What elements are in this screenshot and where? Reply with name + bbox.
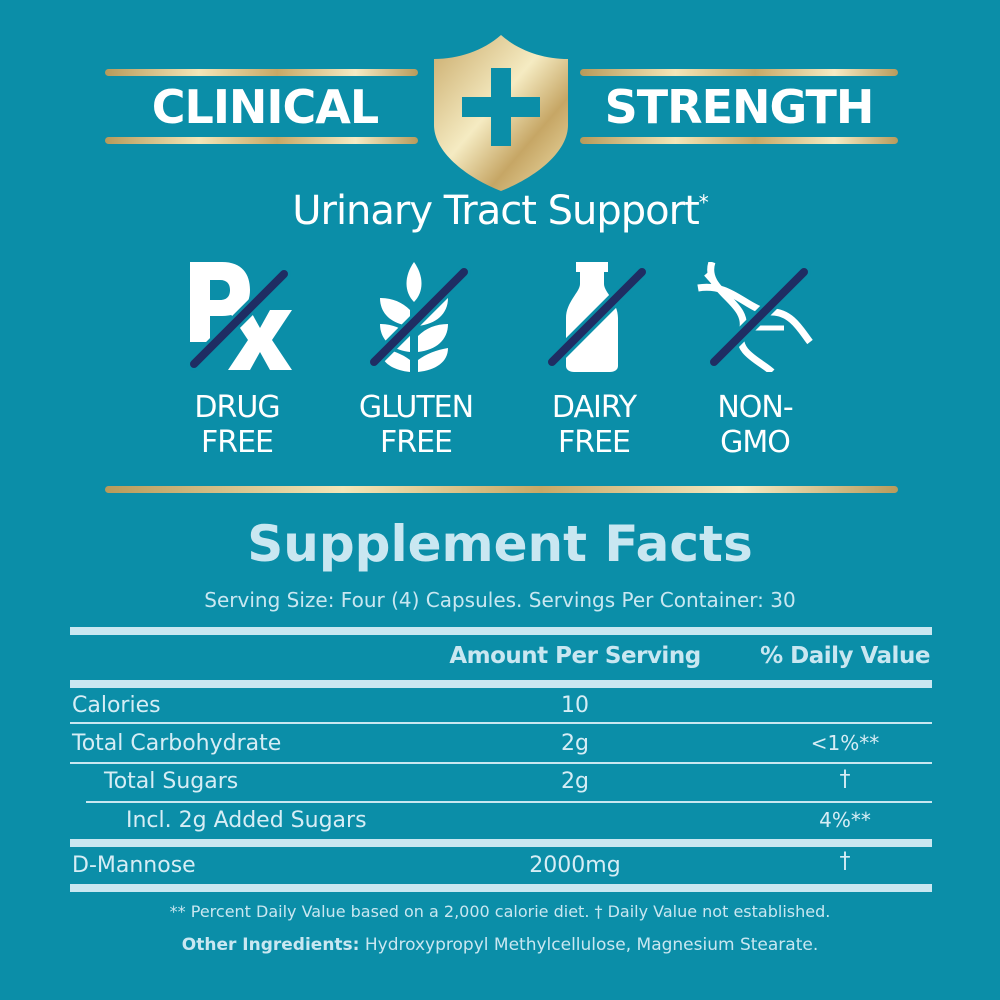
row-dv: <1%**: [810, 731, 880, 755]
badge-line: GMO: [720, 425, 791, 460]
gold-divider: [105, 486, 898, 493]
rx-crossed-icon: [187, 262, 292, 371]
row-name: D-Mannose: [72, 853, 196, 878]
row-amount: 2000mg: [529, 853, 621, 878]
table-rule: [86, 801, 932, 803]
table-rule: [70, 839, 932, 847]
banner-clinical: CLINICAL: [151, 80, 379, 134]
table-rule: [70, 680, 932, 688]
header-amount: Amount Per Serving: [449, 643, 701, 669]
subtitle-asterisk: *: [698, 190, 709, 215]
milk-bottle-crossed-icon: [545, 262, 649, 372]
serving-info: Serving Size: Four (4) Capsules. Serving…: [204, 588, 796, 612]
table-rule: [70, 762, 932, 764]
table-rule: [70, 627, 932, 635]
gold-rule: [580, 137, 898, 144]
supplement-facts-title: Supplement Facts: [247, 515, 753, 573]
gold-rule: [105, 137, 418, 144]
table-rule: [70, 722, 932, 724]
row-amount: 2g: [561, 769, 589, 794]
row-name: Calories: [72, 693, 161, 718]
gold-rule: [105, 69, 418, 76]
badge-line: DRUG: [194, 390, 280, 425]
gold-rule: [580, 69, 898, 76]
badge-non-gmo: NON- GMO: [670, 390, 840, 460]
badge-line: FREE: [200, 425, 274, 460]
table-rule: [70, 884, 932, 892]
product-subtitle: Urinary Tract Support*: [0, 188, 1000, 234]
badge-gluten-free: GLUTEN FREE: [331, 390, 501, 460]
badge-drug-free: DRUG FREE: [152, 390, 322, 460]
row-dv: 4%**: [819, 808, 871, 832]
row-name: Incl. 2g Added Sugars: [126, 808, 367, 833]
row-dv: †: [839, 849, 851, 874]
subtitle-text: Urinary Tract Support: [292, 188, 700, 234]
row-amount: 10: [561, 693, 589, 718]
banner-strength: STRENGTH: [604, 80, 875, 134]
badge-line: GLUTEN: [358, 390, 474, 425]
badge-line: DAIRY: [551, 390, 637, 425]
badge-dairy-free: DAIRY FREE: [509, 390, 679, 460]
row-dv: †: [839, 767, 851, 792]
wheat-crossed-icon: [367, 262, 471, 372]
header-daily-value: % Daily Value: [760, 643, 930, 669]
row-name: Total Sugars: [104, 769, 239, 794]
badge-line: FREE: [379, 425, 453, 460]
row-name: Total Carbohydrate: [72, 731, 282, 756]
dna-crossed-icon: [697, 262, 813, 372]
other-ingredients-value: Hydroxypropyl Methylcellulose, Magnesium…: [359, 935, 819, 955]
other-ingredients: Other Ingredients: Hydroxypropyl Methylc…: [0, 935, 1000, 955]
shield-plus-icon: [434, 35, 568, 191]
badge-line: FREE: [557, 425, 631, 460]
badge-line: NON-: [717, 390, 793, 425]
other-ingredients-label: Other Ingredients:: [181, 935, 360, 955]
footnote: ** Percent Daily Value based on a 2,000 …: [169, 902, 831, 921]
row-amount: 2g: [561, 731, 589, 756]
